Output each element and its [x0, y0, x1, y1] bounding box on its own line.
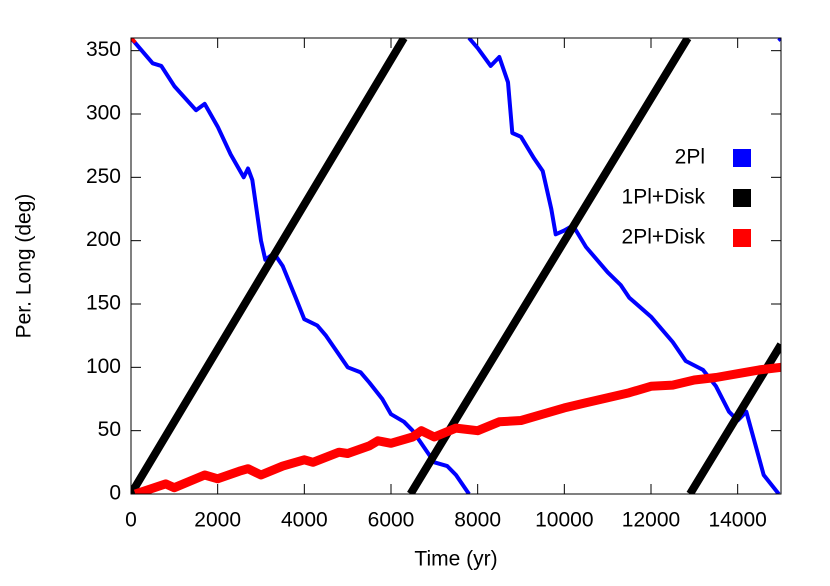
x-tick-label: 0: [125, 509, 137, 532]
y-tick-label: 0: [109, 482, 121, 505]
x-tick-label: 4000: [281, 509, 328, 532]
legend-swatch: [733, 229, 751, 247]
y-tick-label: 250: [86, 165, 121, 188]
y-tick-label: 200: [86, 228, 121, 251]
y-tick-label: 50: [98, 418, 121, 441]
x-tick-label: 12000: [622, 509, 680, 532]
legend-label: 2Pl: [675, 146, 705, 169]
series-line: [131, 38, 781, 494]
x-axis-label: Time (yr): [414, 548, 497, 571]
plot-frame: [130, 37, 782, 495]
y-tick-label: 150: [86, 292, 121, 315]
x-tick-label: 2000: [194, 509, 241, 532]
y-axis-label: Per. Long (deg): [13, 194, 36, 339]
legend-swatch: [733, 149, 751, 167]
legend-label: 1Pl+Disk: [622, 186, 706, 209]
y-tick-label: 350: [86, 38, 121, 61]
x-tick-label: 8000: [454, 509, 501, 532]
x-tick-label: 6000: [368, 509, 415, 532]
legend-label: 2Pl+Disk: [622, 226, 706, 249]
y-tick-label: 100: [86, 355, 121, 378]
y-tick-label: 300: [86, 102, 121, 125]
legend-swatch: [733, 189, 751, 207]
x-tick-label: 10000: [535, 509, 593, 532]
x-tick-label: 14000: [708, 509, 766, 532]
